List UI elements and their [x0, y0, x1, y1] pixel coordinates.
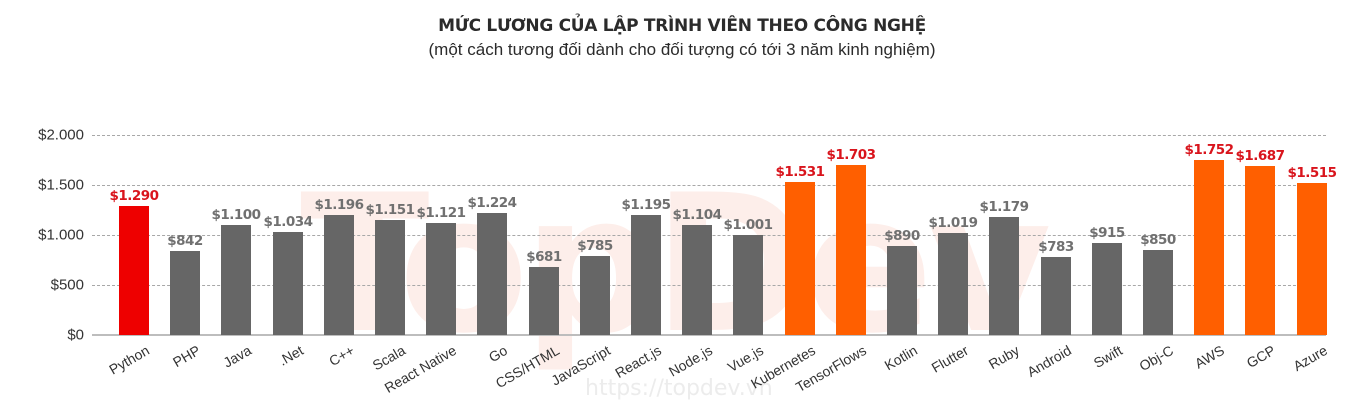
x-tick-label: Ruby — [985, 342, 1022, 373]
bar-value-label: $915 — [1089, 225, 1125, 241]
bar-value-label: $783 — [1038, 239, 1074, 255]
bar-value-label: $1.151 — [365, 202, 415, 218]
bar-value-label: $1.121 — [416, 205, 466, 221]
watermark-url: https://topdev.vn — [585, 376, 773, 401]
bar-node-js[interactable] — [682, 225, 712, 335]
bar-value-label: $785 — [577, 238, 613, 254]
bar-java[interactable] — [221, 225, 251, 335]
bar-scala[interactable] — [375, 220, 405, 335]
bar-azure[interactable] — [1297, 183, 1327, 335]
bar-python[interactable] — [119, 206, 149, 335]
chart-subtitle: (một cách tương đối dành cho đối tượng c… — [428, 40, 936, 59]
y-tick-label: $500 — [50, 276, 84, 294]
bar-value-label: $1.100 — [211, 207, 261, 223]
bar-value-label: $1.196 — [314, 197, 364, 213]
x-tick-label: Android — [1024, 342, 1074, 380]
bar-gcp[interactable] — [1245, 166, 1275, 335]
bar-value-label: $1.001 — [723, 217, 773, 233]
bar-react-js[interactable] — [631, 215, 661, 335]
bar-aws[interactable] — [1194, 160, 1224, 335]
bar-value-label: $1.531 — [775, 164, 825, 180]
x-tick-label: Azure — [1290, 342, 1330, 375]
x-tick-label: AWS — [1191, 342, 1227, 372]
chart-title: MỨC LƯƠNG CỦA LẬP TRÌNH VIÊN THEO CÔNG N… — [438, 16, 926, 36]
gridline — [92, 135, 1326, 136]
x-tick-label: Kotlin — [881, 342, 920, 374]
gridline — [92, 185, 1326, 186]
bar-react-native[interactable] — [426, 223, 456, 335]
x-tick-label: Java — [220, 342, 254, 371]
bar-value-label: $842 — [167, 233, 203, 249]
x-tick-label: GCP — [1243, 342, 1278, 372]
bar-go[interactable] — [477, 213, 507, 335]
bar-javascript[interactable] — [580, 256, 610, 335]
bar-value-label: $890 — [884, 228, 920, 244]
bar-value-label: $1.104 — [672, 207, 722, 223]
x-axis-line — [92, 334, 1326, 336]
x-tick-label: .Net — [275, 342, 306, 369]
y-tick-label: $2.000 — [38, 126, 84, 144]
bar-value-label: $681 — [526, 249, 562, 265]
bar-value-label: $1.515 — [1287, 165, 1337, 181]
bar-value-label: $1.687 — [1235, 148, 1285, 164]
y-tick-label: $1.500 — [38, 176, 84, 194]
bar-obj-c[interactable] — [1143, 250, 1173, 335]
y-tick-label: $1.000 — [38, 226, 84, 244]
bar-flutter[interactable] — [938, 233, 968, 335]
bar-net[interactable] — [273, 232, 303, 335]
bar-value-label: $1.290 — [109, 188, 159, 204]
x-tick-label: PHP — [170, 342, 203, 371]
bar-tensorflows[interactable] — [836, 165, 866, 335]
x-tick-label: Swift — [1090, 342, 1125, 372]
bar-swift[interactable] — [1092, 243, 1122, 335]
bar-css-html[interactable] — [529, 267, 559, 335]
bar-vue-js[interactable] — [733, 235, 763, 335]
x-tick-label: Flutter — [928, 342, 971, 376]
bar-kotlin[interactable] — [887, 246, 917, 335]
bar-ruby[interactable] — [989, 217, 1019, 335]
bar-php[interactable] — [170, 251, 200, 335]
bar-value-label: $850 — [1140, 232, 1176, 248]
x-tick-label: Node.js — [665, 342, 715, 380]
y-tick-label: $0 — [67, 326, 84, 344]
x-tick-label: Obj-C — [1136, 342, 1176, 375]
x-tick-label: C++ — [326, 342, 357, 370]
bar-value-label: $1.179 — [979, 199, 1029, 215]
x-tick-label: Go — [485, 342, 510, 366]
x-tick-label: Python — [106, 342, 152, 378]
bar-value-label: $1.034 — [263, 214, 313, 230]
bar-value-label: $1.195 — [621, 197, 671, 213]
bar-value-label: $1.019 — [928, 215, 978, 231]
x-tick-label: React.js — [612, 342, 664, 382]
bar-kubernetes[interactable] — [785, 182, 815, 335]
bar-value-label: $1.752 — [1184, 142, 1234, 158]
bar-value-label: $1.224 — [467, 195, 517, 211]
bar-android[interactable] — [1041, 257, 1071, 335]
bar-c[interactable] — [324, 215, 354, 335]
bar-value-label: $1.703 — [826, 147, 876, 163]
